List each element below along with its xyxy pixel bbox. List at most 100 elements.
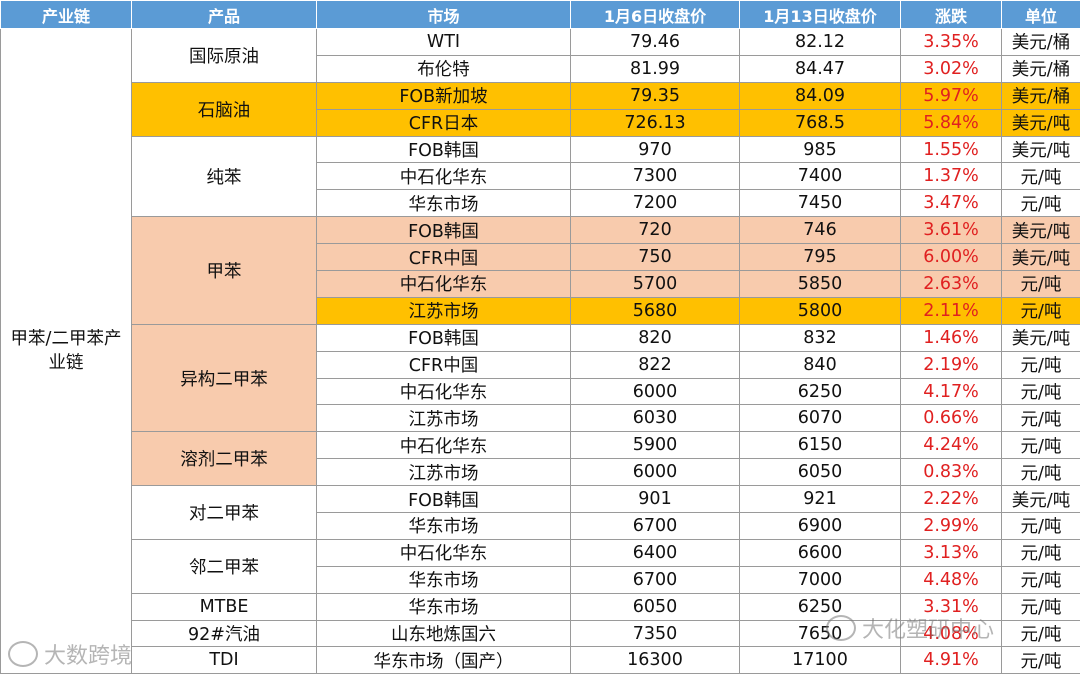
change-cell: 3.02% bbox=[901, 55, 1002, 82]
unit-cell: 元/吨 bbox=[1002, 459, 1080, 486]
market-cell: 中石化华东 bbox=[317, 539, 571, 566]
change-cell: 4.48% bbox=[901, 566, 1002, 593]
market-cell: 山东地炼国六 bbox=[317, 620, 571, 647]
header-change: 涨跌 bbox=[901, 1, 1002, 29]
unit-cell: 元/吨 bbox=[1002, 539, 1080, 566]
close-jan13-cell: 17100 bbox=[740, 647, 901, 674]
change-cell: 4.17% bbox=[901, 378, 1002, 405]
close-jan13-cell: 921 bbox=[740, 486, 901, 513]
table-header-row: 产业链 产品 市场 1月6日收盘价 1月13日收盘价 涨跌 单位 bbox=[1, 1, 1080, 29]
unit-cell: 美元/吨 bbox=[1002, 486, 1080, 513]
close-jan13-cell: 7650 bbox=[740, 620, 901, 647]
close-jan13-cell: 82.12 bbox=[740, 29, 901, 56]
close-jan13-cell: 6600 bbox=[740, 539, 901, 566]
unit-cell: 元/吨 bbox=[1002, 647, 1080, 674]
header-close-jan13: 1月13日收盘价 bbox=[740, 1, 901, 29]
close-jan6-cell: 720 bbox=[571, 217, 740, 244]
close-jan6-cell: 6000 bbox=[571, 459, 740, 486]
close-jan6-cell: 81.99 bbox=[571, 55, 740, 82]
change-cell: 3.31% bbox=[901, 593, 1002, 620]
change-cell: 2.63% bbox=[901, 271, 1002, 298]
change-cell: 4.08% bbox=[901, 620, 1002, 647]
header-market: 市场 bbox=[317, 1, 571, 29]
market-cell: 中石化华东 bbox=[317, 271, 571, 298]
change-cell: 3.13% bbox=[901, 539, 1002, 566]
header-close-jan6: 1月6日收盘价 bbox=[571, 1, 740, 29]
close-jan6-cell: 5900 bbox=[571, 432, 740, 459]
close-jan6-cell: 79.35 bbox=[571, 82, 740, 109]
close-jan6-cell: 6700 bbox=[571, 513, 740, 540]
close-jan13-cell: 5800 bbox=[740, 297, 901, 324]
close-jan6-cell: 6400 bbox=[571, 539, 740, 566]
close-jan13-cell: 5850 bbox=[740, 271, 901, 298]
close-jan6-cell: 6030 bbox=[571, 405, 740, 432]
unit-cell: 元/吨 bbox=[1002, 163, 1080, 190]
close-jan6-cell: 16300 bbox=[571, 647, 740, 674]
market-cell: 中石化华东 bbox=[317, 432, 571, 459]
change-cell: 0.83% bbox=[901, 459, 1002, 486]
close-jan13-cell: 985 bbox=[740, 136, 901, 163]
market-cell: WTI bbox=[317, 29, 571, 56]
change-cell: 1.55% bbox=[901, 136, 1002, 163]
close-jan6-cell: 970 bbox=[571, 136, 740, 163]
market-cell: 中石化华东 bbox=[317, 378, 571, 405]
close-jan13-cell: 795 bbox=[740, 244, 901, 271]
close-jan13-cell: 84.09 bbox=[740, 82, 901, 109]
change-cell: 2.11% bbox=[901, 297, 1002, 324]
market-cell: 江苏市场 bbox=[317, 297, 571, 324]
close-jan6-cell: 6050 bbox=[571, 593, 740, 620]
close-jan13-cell: 7400 bbox=[740, 163, 901, 190]
market-cell: 布伦特 bbox=[317, 55, 571, 82]
unit-cell: 美元/桶 bbox=[1002, 82, 1080, 109]
unit-cell: 美元/吨 bbox=[1002, 109, 1080, 136]
change-cell: 3.61% bbox=[901, 217, 1002, 244]
close-jan13-cell: 768.5 bbox=[740, 109, 901, 136]
close-jan13-cell: 6150 bbox=[740, 432, 901, 459]
unit-cell: 元/吨 bbox=[1002, 513, 1080, 540]
product-cell: 纯苯 bbox=[132, 136, 317, 217]
market-cell: 华东市场 bbox=[317, 190, 571, 217]
close-jan13-cell: 746 bbox=[740, 217, 901, 244]
change-cell: 1.37% bbox=[901, 163, 1002, 190]
market-cell: FOB韩国 bbox=[317, 136, 571, 163]
close-jan13-cell: 7450 bbox=[740, 190, 901, 217]
unit-cell: 美元/桶 bbox=[1002, 29, 1080, 56]
close-jan6-cell: 6000 bbox=[571, 378, 740, 405]
change-cell: 2.99% bbox=[901, 513, 1002, 540]
market-cell: 江苏市场 bbox=[317, 459, 571, 486]
market-cell: 华东市场（国产） bbox=[317, 647, 571, 674]
close-jan6-cell: 5680 bbox=[571, 297, 740, 324]
close-jan6-cell: 822 bbox=[571, 351, 740, 378]
close-jan6-cell: 6700 bbox=[571, 566, 740, 593]
market-cell: FOB韩国 bbox=[317, 324, 571, 351]
change-cell: 0.66% bbox=[901, 405, 1002, 432]
header-product: 产品 bbox=[132, 1, 317, 29]
unit-cell: 美元/桶 bbox=[1002, 55, 1080, 82]
product-cell: 异构二甲苯 bbox=[132, 324, 317, 432]
close-jan13-cell: 6070 bbox=[740, 405, 901, 432]
product-cell: 国际原油 bbox=[132, 29, 317, 83]
chain-label: 甲苯/二甲苯产业链 bbox=[1, 29, 132, 674]
close-jan13-cell: 84.47 bbox=[740, 55, 901, 82]
product-cell: 对二甲苯 bbox=[132, 486, 317, 540]
market-cell: FOB韩国 bbox=[317, 217, 571, 244]
market-cell: 华东市场 bbox=[317, 566, 571, 593]
close-jan6-cell: 750 bbox=[571, 244, 740, 271]
close-jan13-cell: 6050 bbox=[740, 459, 901, 486]
unit-cell: 元/吨 bbox=[1002, 297, 1080, 324]
unit-cell: 元/吨 bbox=[1002, 405, 1080, 432]
header-unit: 单位 bbox=[1002, 1, 1080, 29]
change-cell: 1.46% bbox=[901, 324, 1002, 351]
unit-cell: 元/吨 bbox=[1002, 271, 1080, 298]
market-cell: 江苏市场 bbox=[317, 405, 571, 432]
close-jan13-cell: 840 bbox=[740, 351, 901, 378]
change-cell: 5.84% bbox=[901, 109, 1002, 136]
